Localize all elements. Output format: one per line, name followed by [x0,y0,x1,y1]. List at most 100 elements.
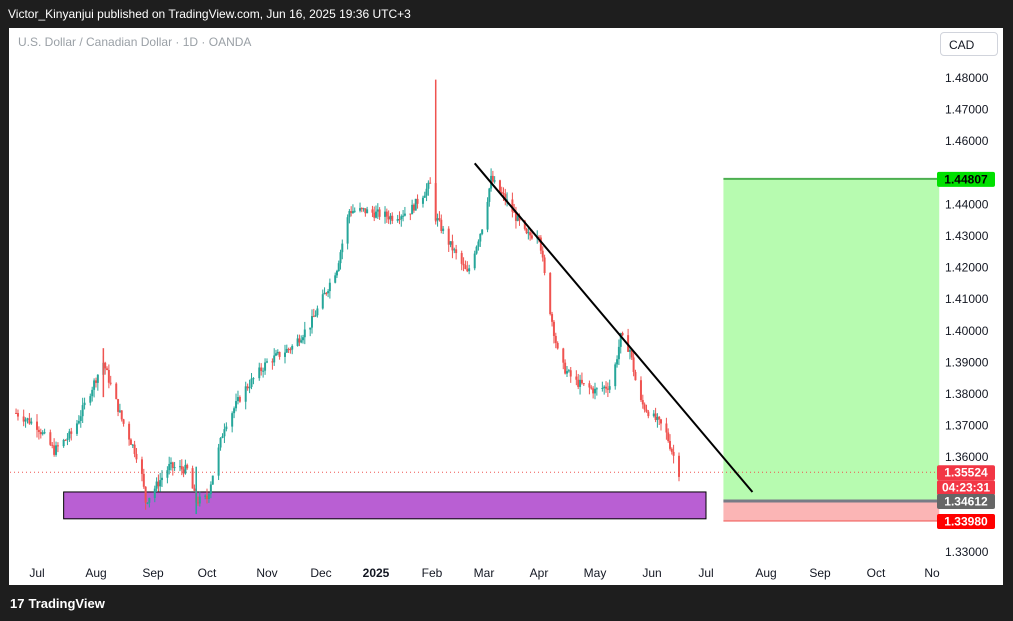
candle-body-110 [302,337,304,341]
candle-body-204 [539,237,542,251]
candle-body-105 [289,349,292,351]
candle-body-187 [498,180,501,192]
candle-body-147 [396,219,399,221]
candle-body-35 [107,370,110,383]
candle-body-190 [504,194,507,201]
candle-body-207 [549,273,552,315]
x-tick-label-4: Nov [256,566,277,580]
candle-body-85 [236,397,239,402]
x-tick-label-5: Dec [310,566,331,580]
candle-body-30 [95,380,97,383]
candle-body-211 [556,342,559,349]
candle-body-257 [678,455,680,477]
candle-body-169 [451,241,454,251]
candle-body-108 [298,338,301,343]
x-tick-label-10: May [584,566,607,580]
candle-body-41 [122,419,125,424]
candle-body-46 [135,453,138,460]
candle-body-206 [543,257,546,274]
candle-body-11 [43,432,46,434]
y-tick-label-2: 1.46000 [945,134,989,148]
candle-body-99 [275,353,277,356]
tradingview-logo-icon: 17 [10,596,25,611]
candle-body-175 [466,268,469,272]
candle-body-55 [159,480,162,487]
candle-body-3 [24,419,27,422]
target-zone [723,178,940,502]
candle-body-60 [171,462,174,468]
x-tick-label-3: Oct [198,566,217,580]
candle-body-125 [339,252,342,264]
candle-body-143 [385,211,388,217]
candle-body-54 [157,481,160,487]
candle-body-4 [26,418,29,420]
candle-body-90 [250,378,253,387]
currency-button[interactable]: CAD [940,32,998,56]
candle-body-193 [513,211,516,213]
candle-body-225 [594,388,596,394]
candle-body-255 [670,448,673,452]
x-tick-label-15: Oct [867,566,886,580]
candle-body-33 [104,362,107,369]
candle-body-245 [645,409,648,412]
candle-body-101 [278,351,281,357]
candle-body-227 [601,387,604,389]
candle-body-230 [606,388,609,390]
candle-body-200 [529,232,532,236]
candle-body-0 [15,412,18,414]
candle-body-45 [133,444,136,454]
candle-body-34 [106,368,109,371]
candle-body-10 [41,432,44,435]
candle-body-129 [350,211,353,214]
brand-footer[interactable]: 17 TradingView [10,596,105,611]
candle-body-180 [479,233,482,242]
candle-body-183 [488,188,491,202]
candle-body-127 [346,217,349,244]
candle-body-167 [447,228,450,245]
candle-body-94 [262,370,265,372]
candle-body-118 [323,292,326,295]
candle-body-130 [351,211,354,214]
candle-body-112 [309,327,312,330]
candle-body-78 [219,437,222,448]
y-tick-label-4: 1.43000 [945,229,989,243]
candle-body-86 [238,397,241,402]
candle-body-5 [28,418,31,424]
y-tick-label-9: 1.38000 [945,387,989,401]
candle-body-188 [500,191,503,193]
candle-body-7 [36,421,38,430]
candle-body-79 [221,436,224,438]
candle-body-50 [146,502,149,504]
candle-body-116 [316,308,319,316]
candle-body-31 [96,374,99,383]
candle-body-250 [658,416,661,420]
candle-body-159 [425,188,428,196]
candle-body-216 [569,370,572,377]
y-tick-label-7: 1.40000 [945,324,989,338]
brand-name: TradingView [28,596,105,611]
x-tick-label-6: 2025 [363,566,390,580]
candle-body-17 [62,439,65,447]
y-tick-label-11: 1.36000 [945,450,989,464]
candle-body-51 [148,497,151,503]
candle-body-249 [656,416,659,420]
candle-body-205 [541,250,544,258]
candle-body-107 [296,338,299,346]
candle-body-83 [233,408,236,414]
y-tick-label-0: 1.48000 [945,71,989,85]
candle-body-252 [665,423,668,433]
candle-body-106 [291,345,294,350]
candle-body-123 [335,270,338,276]
y-axis: 1.48000 1.47000 1.46000 1.44000 1.43000 1.420… [945,71,989,559]
candle-body-21 [70,431,73,434]
candle-body-217 [575,376,578,380]
candle-body-215 [567,370,570,372]
candle-body-151 [403,213,406,216]
candle-body-232 [614,364,617,387]
candle-body-14 [53,445,56,455]
candle-body-214 [566,371,568,374]
candle-body-256 [672,451,675,456]
candle-body-236 [621,333,624,336]
price-label-box-3 [937,494,995,510]
